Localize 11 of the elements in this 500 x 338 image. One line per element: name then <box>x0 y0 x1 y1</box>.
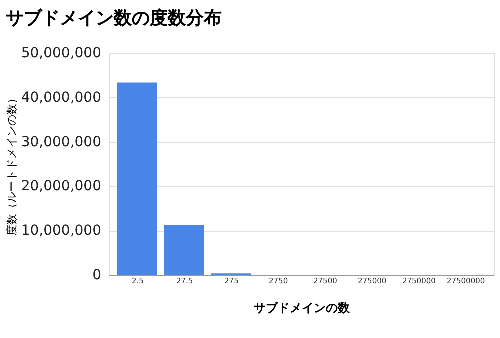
y-axis-title: 度数（ルートドメインの数） <box>5 93 18 236</box>
y-tick-label: 20,000,000 <box>21 178 102 195</box>
bar <box>117 82 158 275</box>
bar <box>164 225 204 275</box>
y-tick-label: 0 <box>92 268 102 284</box>
x-axis-title: サブドメインの数 <box>254 301 351 315</box>
y-tick-label: 40,000,000 <box>21 90 102 106</box>
y-tick-label: 30,000,000 <box>21 134 102 150</box>
y-tick-label: 50,000,000 <box>21 46 102 62</box>
chart-title: サブドメイン数の度数分布 <box>6 8 222 29</box>
y-tick-label: 10,000,000 <box>21 223 102 240</box>
